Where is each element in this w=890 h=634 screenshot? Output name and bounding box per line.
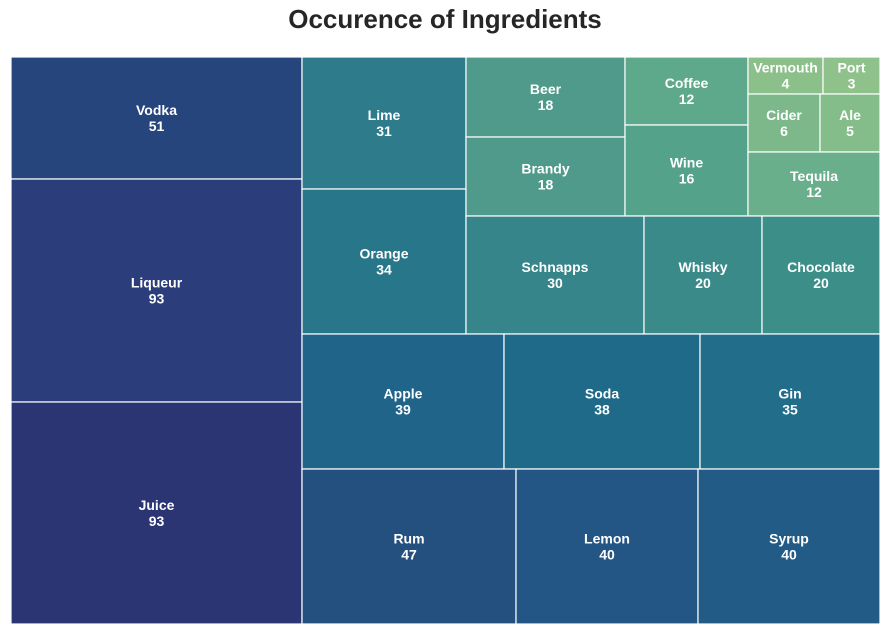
tile-label-gin: Gin <box>778 386 801 402</box>
tile-value-tequila: 12 <box>806 184 822 200</box>
tile-value-juice: 93 <box>149 513 165 529</box>
tile-value-rum: 47 <box>401 547 417 563</box>
tile-rect-cider <box>747 93 821 153</box>
tile-rect-juice <box>10 401 303 625</box>
tile-rect-wine <box>624 124 749 217</box>
tile-label-port: Port <box>838 60 866 76</box>
tile-rect-liqueur <box>10 178 303 403</box>
tile-label-lime: Lime <box>368 107 401 123</box>
tile-rect-whisky <box>643 215 763 335</box>
tile-rect-vodka <box>10 56 303 180</box>
tile-label-coffee: Coffee <box>665 75 709 91</box>
tile-label-brandy: Brandy <box>521 161 569 177</box>
tile-label-soda: Soda <box>585 386 619 402</box>
tile-rect-coffee <box>624 56 749 126</box>
tile-value-wine: 16 <box>679 171 695 187</box>
tile-rect-brandy <box>465 136 626 217</box>
chart-title: Occurence of Ingredients <box>288 4 602 34</box>
tile-value-beer: 18 <box>538 97 554 113</box>
tile-value-lime: 31 <box>376 123 392 139</box>
tile-value-soda: 38 <box>594 402 610 418</box>
tile-label-beer: Beer <box>530 81 562 97</box>
tile-label-apple: Apple <box>384 386 423 402</box>
tile-value-ale: 5 <box>846 123 854 139</box>
tile-rect-chocolate <box>761 215 881 335</box>
tile-value-port: 3 <box>848 76 856 92</box>
tile-label-vodka: Vodka <box>136 102 177 118</box>
tile-label-cider: Cider <box>766 107 802 123</box>
tile-value-whisky: 20 <box>695 275 711 291</box>
tile-label-vermouth: Vermouth <box>753 60 818 76</box>
tile-value-vermouth: 4 <box>782 76 790 92</box>
tile-rect-lemon <box>515 468 699 625</box>
tile-rect-lime <box>301 56 467 190</box>
tile-value-coffee: 12 <box>679 91 695 107</box>
tile-value-chocolate: 20 <box>813 275 829 291</box>
tile-value-lemon: 40 <box>599 547 615 563</box>
tile-label-wine: Wine <box>670 155 704 171</box>
tile-rect-syrup <box>697 468 881 625</box>
tile-value-gin: 35 <box>782 402 798 418</box>
tile-value-orange: 34 <box>376 262 392 278</box>
tile-label-orange: Orange <box>359 246 408 262</box>
tile-rect-rum <box>301 468 517 625</box>
tile-value-syrup: 40 <box>781 547 797 563</box>
tile-rect-soda <box>503 333 701 470</box>
tile-rect-tequila <box>747 151 881 217</box>
tile-label-schnapps: Schnapps <box>522 259 589 275</box>
tile-value-brandy: 18 <box>538 177 554 193</box>
tile-rect-gin <box>699 333 881 470</box>
tile-rect-ale <box>819 93 881 153</box>
tile-value-schnapps: 30 <box>547 275 563 291</box>
tile-rect-apple <box>301 333 505 470</box>
tile-value-apple: 39 <box>395 402 411 418</box>
tile-value-liqueur: 93 <box>149 291 165 307</box>
tile-label-tequila: Tequila <box>790 168 838 184</box>
tile-rect-vermouth <box>747 56 824 95</box>
tile-label-liqueur: Liqueur <box>131 275 183 291</box>
tile-label-rum: Rum <box>393 531 424 547</box>
tile-label-juice: Juice <box>139 497 175 513</box>
tile-value-vodka: 51 <box>149 118 165 134</box>
tile-rect-schnapps <box>465 215 645 335</box>
tile-value-cider: 6 <box>780 123 788 139</box>
tile-label-syrup: Syrup <box>769 531 809 547</box>
tile-label-lemon: Lemon <box>584 531 630 547</box>
tile-label-chocolate: Chocolate <box>787 259 855 275</box>
tile-label-whisky: Whisky <box>678 259 727 275</box>
tile-label-ale: Ale <box>839 107 861 123</box>
